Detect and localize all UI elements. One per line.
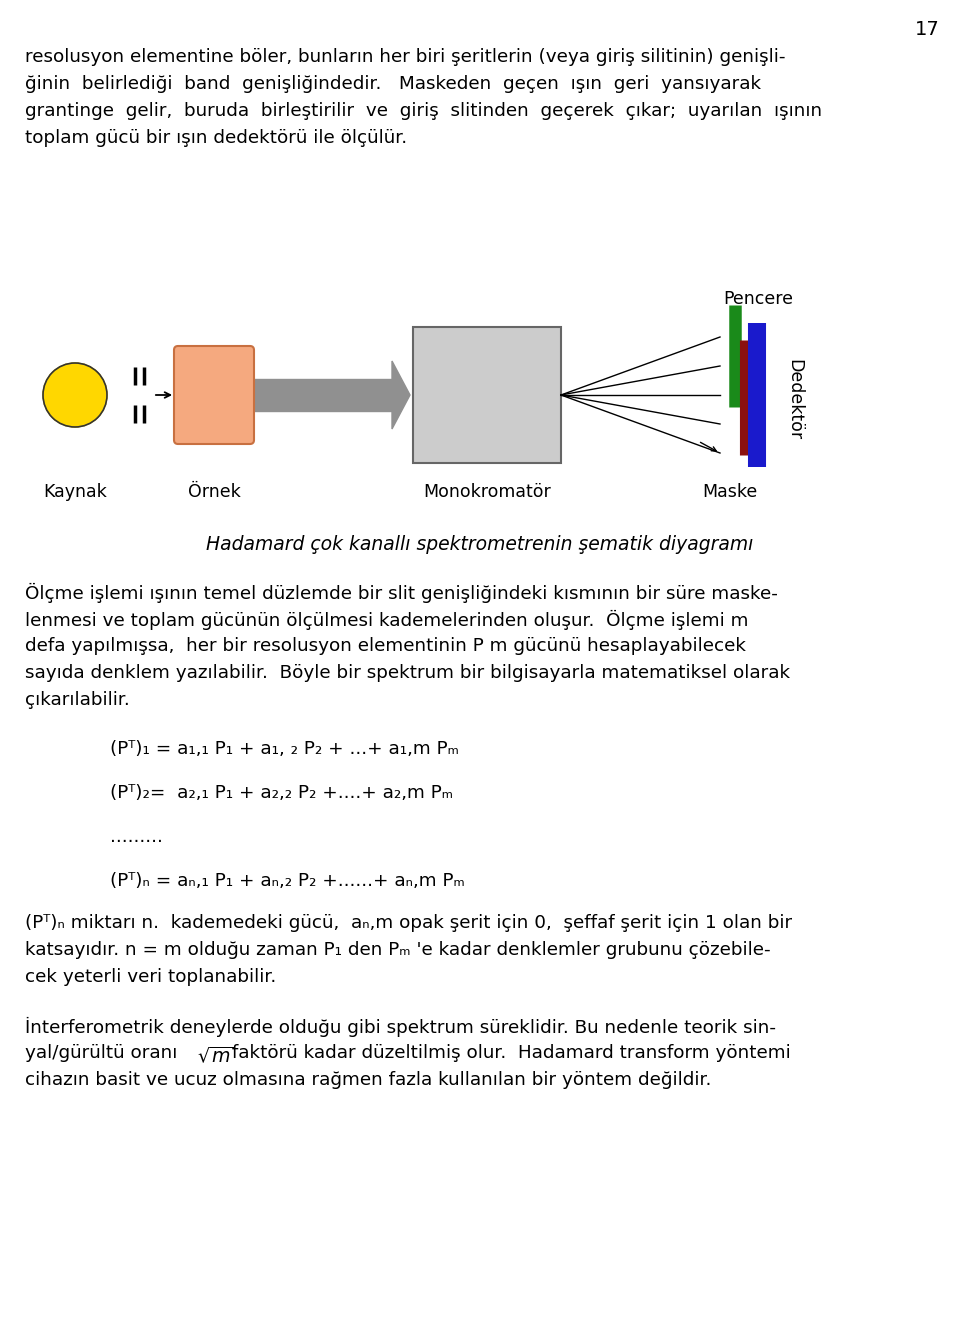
Text: faktörü kadar düzeltilmiş olur.  Hadamard transform yöntemi: faktörü kadar düzeltilmiş olur. Hadamard… [226, 1044, 791, 1062]
Text: Kaynak: Kaynak [43, 483, 107, 501]
Text: cek yeterli veri toplanabilir.: cek yeterli veri toplanabilir. [25, 968, 276, 986]
Text: (Pᵀ)ₙ = aₙ,₁ P₁ + aₙ,₂ P₂ +......+ aₙ,m Pₘ: (Pᵀ)ₙ = aₙ,₁ P₁ + aₙ,₂ P₂ +......+ aₙ,m … [110, 872, 465, 890]
Text: defa yapılmışsa,  her bir resolusyon elementinin P m gücünü hesaplayabilecek: defa yapılmışsa, her bir resolusyon elem… [25, 637, 746, 655]
Text: Dedektör: Dedektör [785, 359, 803, 441]
Polygon shape [252, 379, 392, 411]
Text: katsayıdır. n = m olduğu zaman P₁ den Pₘ 'e kadar denklemler grubunu çözebile-: katsayıdır. n = m olduğu zaman P₁ den Pₘ… [25, 941, 771, 959]
Text: grantinge  gelir,  buruda  birleştirilir  ve  giriş  slitinden  geçerek  çıkar; : grantinge gelir, buruda birleştirilir ve… [25, 102, 822, 121]
Circle shape [43, 363, 107, 427]
Text: ğinin  belirlediği  band  genişliğindedir.   Maskeden  geçen  ışın  geri  yansıy: ğinin belirlediği band genişliğindedir. … [25, 75, 761, 92]
FancyBboxPatch shape [174, 345, 254, 445]
Text: Monokromatör: Monokromatör [423, 483, 551, 501]
Text: lenmesi ve toplam gücünün ölçülmesi kademelerinden oluşur.  Ölçme işlemi m: lenmesi ve toplam gücünün ölçülmesi kade… [25, 611, 749, 631]
Text: Maske: Maske [703, 483, 757, 501]
Text: (Pᵀ)₁ = a₁,₁ P₁ + a₁, ₂ P₂ + ...+ a₁,m Pₘ: (Pᵀ)₁ = a₁,₁ P₁ + a₁, ₂ P₂ + ...+ a₁,m P… [110, 740, 459, 758]
Text: .........: ......... [110, 828, 163, 846]
Text: 17: 17 [915, 20, 940, 39]
Text: (Pᵀ)ₙ miktarı n.  kademedeki gücü,  aₙ,m opak şerit için 0,  şeffaf şerit için 1: (Pᵀ)ₙ miktarı n. kademedeki gücü, aₙ,m o… [25, 915, 792, 932]
Text: (Pᵀ)₂=  a₂,₁ P₁ + a₂,₂ P₂ +....+ a₂,m Pₘ: (Pᵀ)₂= a₂,₁ P₁ + a₂,₂ P₂ +....+ a₂,m Pₘ [110, 785, 453, 802]
Bar [413, 327, 561, 463]
Polygon shape [392, 362, 410, 428]
Text: sayıda denklem yazılabilir.  Böyle bir spektrum bir bilgisayarla matematiksel ol: sayıda denklem yazılabilir. Böyle bir sp… [25, 664, 790, 682]
Text: Örnek: Örnek [187, 483, 240, 501]
Text: toplam gücü bir ışın dedektörü ile ölçülür.: toplam gücü bir ışın dedektörü ile ölçül… [25, 129, 407, 147]
Text: cihazın basit ve ucuz olmasına rağmen fazla kullanılan bir yöntem değildir.: cihazın basit ve ucuz olmasına rağmen fa… [25, 1071, 711, 1089]
Text: yal/gürültü oranı: yal/gürültü oranı [25, 1044, 183, 1062]
Text: çıkarılabilir.: çıkarılabilir. [25, 691, 130, 708]
Text: Ölçme işlemi ışının temel düzlemde bir slit genişliğindeki kısmının bir süre mas: Ölçme işlemi ışının temel düzlemde bir s… [25, 582, 778, 603]
Text: Hadamard çok kanallı spektrometrenin şematik diyagramı: Hadamard çok kanallı spektrometrenin şem… [206, 536, 754, 554]
Text: İnterferometrik deneylerde olduğu gibi spektrum süreklidir. Bu nedenle teorik si: İnterferometrik deneylerde olduğu gibi s… [25, 1018, 776, 1038]
Text: Pencere: Pencere [723, 291, 793, 308]
Text: resolusyon elementine böler, bunların her biri şeritlerin (veya giriş silitinin): resolusyon elementine böler, bunların he… [25, 48, 785, 66]
Text: $\sqrt{m}$: $\sqrt{m}$ [197, 1046, 234, 1067]
